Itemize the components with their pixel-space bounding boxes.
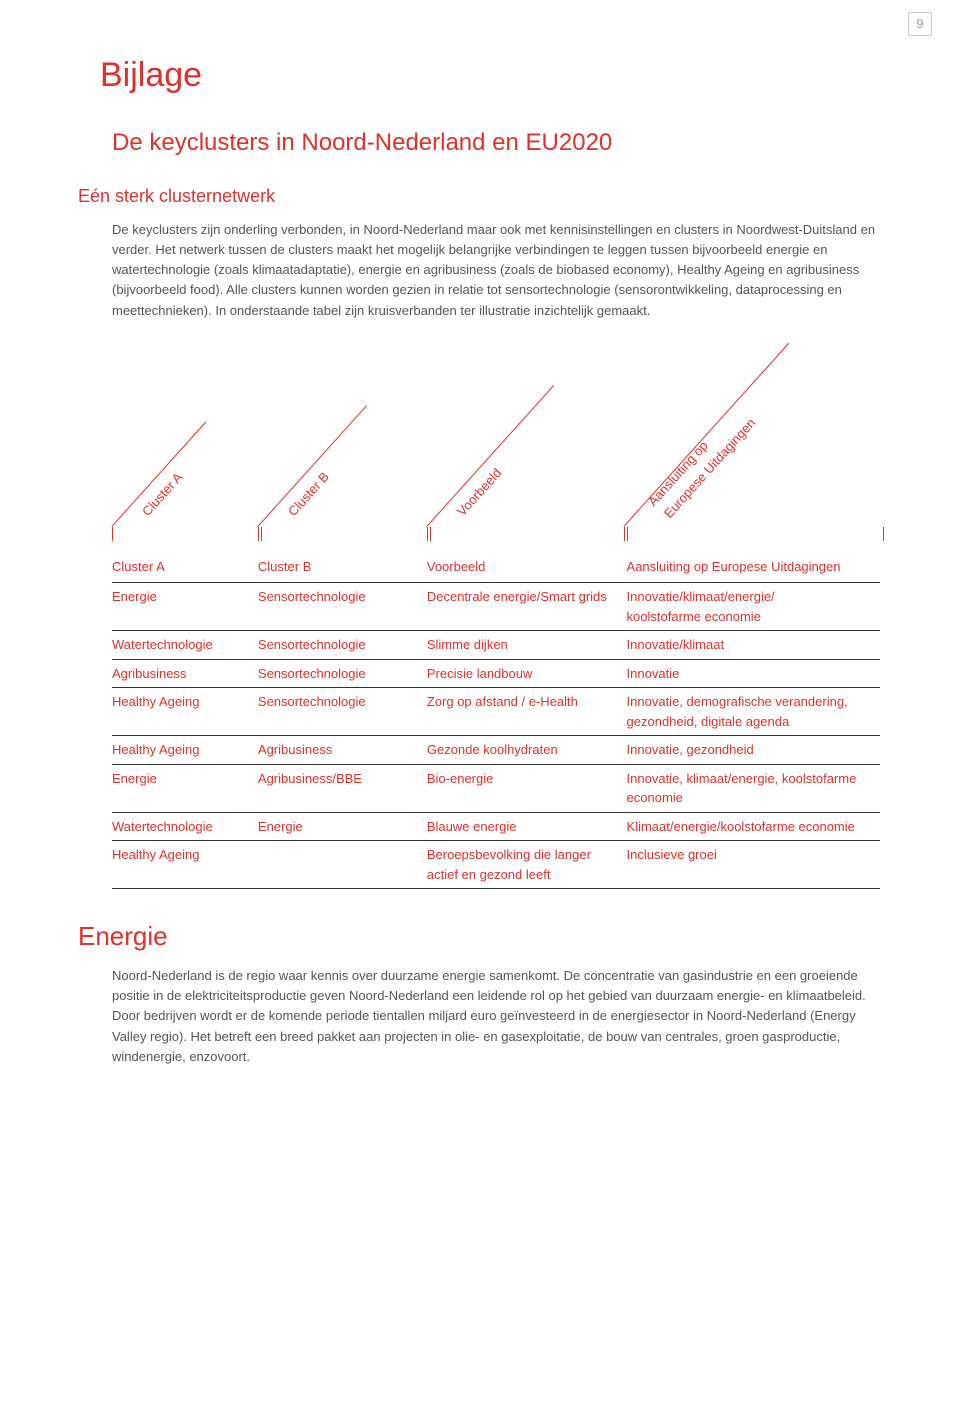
table-cell: Sensortechnologie	[258, 583, 427, 631]
table-cell: Innovatie, klimaat/energie, koolstofarme…	[627, 764, 880, 812]
table-cell: Sensortechnologie	[258, 688, 427, 736]
table-row: Healthy AgeingAgribusinessGezonde koolhy…	[112, 736, 880, 765]
table-row: WatertechnologieSensortechnologieSlimme …	[112, 631, 880, 660]
diagonal-label: Voorbeeld	[453, 464, 507, 521]
table-row: Healthy Ageing Beroepsbevolking die lange…	[112, 841, 880, 889]
table-cell: Innovatie, demografische verandering, ge…	[627, 688, 880, 736]
page-number: 9	[908, 12, 932, 36]
diagonal-header-cell: Aansluiting opEuropese Uitdagingen	[624, 361, 880, 541]
table-cell: Agribusiness	[258, 736, 427, 765]
table-cell: Healthy Ageing	[112, 841, 258, 889]
table-cell: Innovatie, gezondheid	[627, 736, 880, 765]
table-header-voorbeeld: Voorbeeld	[427, 551, 627, 583]
table-row: WatertechnologieEnergieBlauwe energieKli…	[112, 812, 880, 841]
table-cell: Decentrale energie/Smart grids	[427, 583, 627, 631]
diagonal-header-cell: Cluster A	[112, 361, 258, 541]
table-cell: Gezonde koolhydraten	[427, 736, 627, 765]
table-cell: Bio-energie	[427, 764, 627, 812]
table-row: EnergieAgribusiness/BBEBio-energieInnova…	[112, 764, 880, 812]
diagonal-label: Cluster A	[138, 468, 188, 520]
intro-paragraph: De keyclusters zijn onderling verbonden,…	[112, 220, 880, 321]
table-cell: Slimme dijken	[427, 631, 627, 660]
diagonal-header-cell: Cluster B	[258, 361, 427, 541]
cluster-table: Cluster A Cluster B Voorbeeld Aansluitin…	[112, 551, 880, 890]
table-cell: Watertechnologie	[112, 812, 258, 841]
table-cell: Agribusiness	[112, 659, 258, 688]
table-cell: Sensortechnologie	[258, 659, 427, 688]
table-cell: Agribusiness/BBE	[258, 764, 427, 812]
heading-bijlage: Bijlage	[100, 50, 880, 101]
table-row: Healthy AgeingSensortechnologieZorg op a…	[112, 688, 880, 736]
table-cell: Innovatie	[627, 659, 880, 688]
table-cell: Precisie landbouw	[427, 659, 627, 688]
table-cell: Sensortechnologie	[258, 631, 427, 660]
table-row: EnergieSensortechnologieDecentrale energ…	[112, 583, 880, 631]
table-cell: Beroepsbevolking die langer actief en ge…	[427, 841, 627, 889]
energie-paragraph: Noord-Nederland is de regio waar kennis …	[112, 966, 880, 1067]
diagonal-header-row: Cluster A Cluster B Voorbeeld Aansluiting o…	[112, 361, 880, 541]
table-row: AgribusinessSensortechnologiePrecisie la…	[112, 659, 880, 688]
table-cell: Energie	[112, 764, 258, 812]
table-header-cluster-a: Cluster A	[112, 551, 258, 583]
subtitle: De keyclusters in Noord-Nederland en EU2…	[112, 125, 880, 161]
diagonal-header-cell: Voorbeeld	[427, 361, 624, 541]
table-header-cluster-b: Cluster B	[258, 551, 427, 583]
table-cell	[258, 841, 427, 889]
table-header-aansluiting: Aansluiting op Europese Uitdagingen	[627, 551, 880, 583]
table-cell: Klimaat/energie/koolstofarme economie	[627, 812, 880, 841]
table-cell: Blauwe energie	[427, 812, 627, 841]
table-cell: Inclusieve groei	[627, 841, 880, 889]
table-cell: Energie	[112, 583, 258, 631]
table-cell: Zorg op afstand / e-Health	[427, 688, 627, 736]
table-cell: Healthy Ageing	[112, 736, 258, 765]
table-cell: Innovatie/klimaat/energie/koolstofarme e…	[627, 583, 880, 631]
table-cell: Healthy Ageing	[112, 688, 258, 736]
table-cell: Energie	[258, 812, 427, 841]
table-cell: Watertechnologie	[112, 631, 258, 660]
table-cell: Innovatie/klimaat	[627, 631, 880, 660]
section-heading: Eén sterk clusternetwerk	[78, 183, 880, 210]
heading-energie: Energie	[78, 917, 880, 956]
diagonal-label: Cluster B	[283, 468, 333, 521]
